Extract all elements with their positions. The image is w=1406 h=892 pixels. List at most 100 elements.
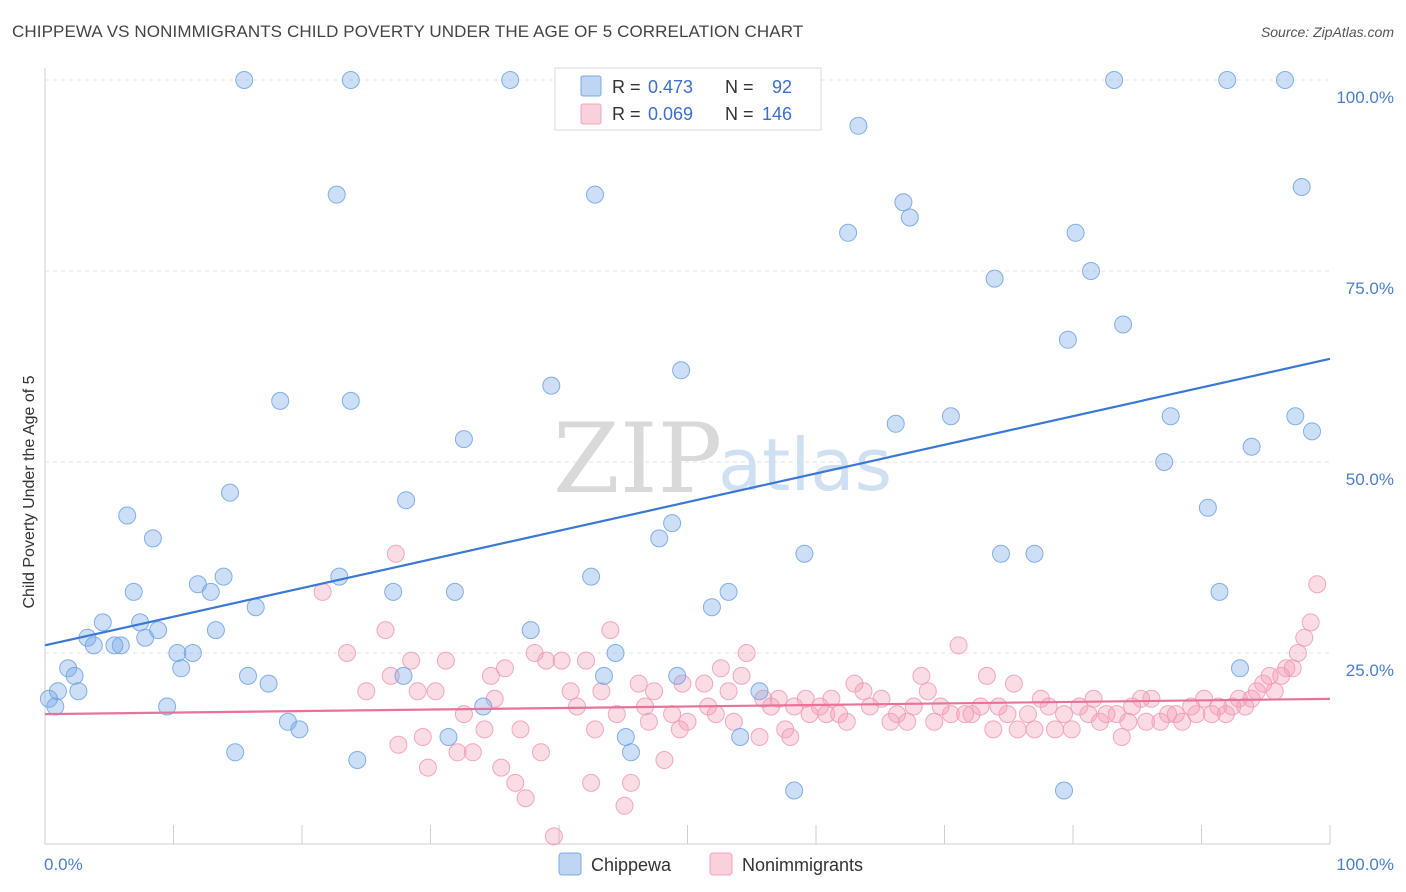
data-point (785, 781, 804, 800)
data-point (413, 728, 432, 746)
data-point (1004, 674, 1023, 693)
data-point (849, 116, 868, 135)
data-point (172, 659, 191, 678)
data-point (48, 682, 67, 701)
data-point (463, 743, 482, 762)
data-point (1019, 705, 1037, 724)
y-tick-label: 75.0% (1346, 279, 1394, 298)
data-point (168, 644, 187, 662)
data-point (330, 567, 349, 586)
data-point (1187, 705, 1206, 724)
series-legend: Chippewa Nonimmigrants (558, 852, 863, 876)
legend-n-value: 146 (762, 104, 792, 124)
data-point (1276, 71, 1294, 89)
data-point (1286, 407, 1305, 426)
data-point (84, 636, 103, 655)
data-point (998, 705, 1017, 724)
data-point (124, 582, 143, 601)
data-point (796, 689, 815, 708)
data-point (381, 666, 400, 685)
data-point (645, 682, 664, 701)
source-credit: Source: ZipAtlas.com (1260, 24, 1394, 40)
data-point (731, 728, 750, 746)
data-point (678, 712, 697, 731)
legend-r-value: 0.069 (648, 104, 693, 124)
data-point (542, 376, 561, 395)
data-point (1025, 720, 1044, 739)
data-point (183, 644, 202, 662)
data-point (1218, 71, 1237, 89)
data-point (214, 567, 233, 586)
legend-swatch-nonimmigrants (580, 103, 602, 125)
data-point (402, 651, 421, 670)
data-point (348, 751, 367, 769)
data-point (1025, 544, 1044, 563)
series-chippewa (39, 71, 1321, 800)
data-point (582, 773, 601, 792)
data-point (962, 705, 981, 724)
data-point (1166, 705, 1185, 724)
data-point (118, 506, 137, 525)
data-point (1283, 659, 1302, 678)
data-point (69, 682, 88, 701)
data-point (670, 720, 689, 739)
data-point (1142, 689, 1161, 708)
data-point (408, 682, 427, 701)
data-point (702, 598, 721, 617)
data-point (201, 582, 220, 601)
y-tick-label: 25.0% (1346, 661, 1394, 680)
data-point (1155, 453, 1174, 471)
data-point (1195, 689, 1214, 708)
data-point (1119, 712, 1138, 731)
data-point (984, 720, 1003, 739)
data-point (376, 621, 395, 640)
data-point (1046, 720, 1064, 739)
data-point (521, 621, 540, 640)
data-point (341, 391, 360, 410)
data-point (1216, 705, 1235, 724)
trend-line-chippewa (44, 357, 1331, 647)
data-point (568, 697, 586, 716)
data-point (845, 674, 864, 693)
data-point (1173, 712, 1192, 731)
x-tick-label: 0.0% (44, 855, 83, 874)
chart-title: CHIPPEWA VS NONIMMIGRANTS CHILD POVERTY … (12, 22, 804, 41)
data-point (1055, 705, 1073, 724)
series-nonimmigrants (313, 544, 1327, 846)
data-point (448, 743, 467, 762)
data-point (111, 636, 130, 655)
data-point (750, 682, 769, 701)
trend-lines (44, 357, 1331, 716)
legend-label-chippewa: Chippewa (591, 855, 672, 875)
data-point (750, 728, 769, 746)
data-point (1058, 330, 1077, 349)
data-point (1292, 178, 1311, 196)
data-point (1265, 682, 1284, 701)
data-point (1161, 407, 1180, 426)
data-point (143, 529, 162, 548)
y-axis-label: Child Poverty Under the Age of 5 (21, 375, 38, 608)
data-point (1112, 728, 1131, 746)
data-point (992, 544, 1010, 563)
data-point (615, 796, 634, 815)
data-point (622, 773, 640, 792)
data-point (601, 621, 620, 640)
data-point (586, 720, 604, 739)
watermark-atlas: atlas (718, 423, 892, 507)
data-point (1295, 628, 1314, 647)
data-point (839, 223, 858, 242)
data-point (327, 185, 346, 204)
data-point (105, 636, 124, 655)
data-point (606, 644, 625, 662)
data-point (1114, 315, 1133, 334)
data-point (496, 659, 514, 678)
data-point (1055, 781, 1073, 800)
data-point (439, 728, 458, 746)
data-point (886, 414, 905, 433)
data-point (454, 430, 473, 449)
data-point (592, 682, 611, 701)
data-point (1303, 422, 1321, 441)
data-point (65, 666, 84, 685)
data-point (341, 71, 360, 89)
data-point (544, 827, 563, 846)
